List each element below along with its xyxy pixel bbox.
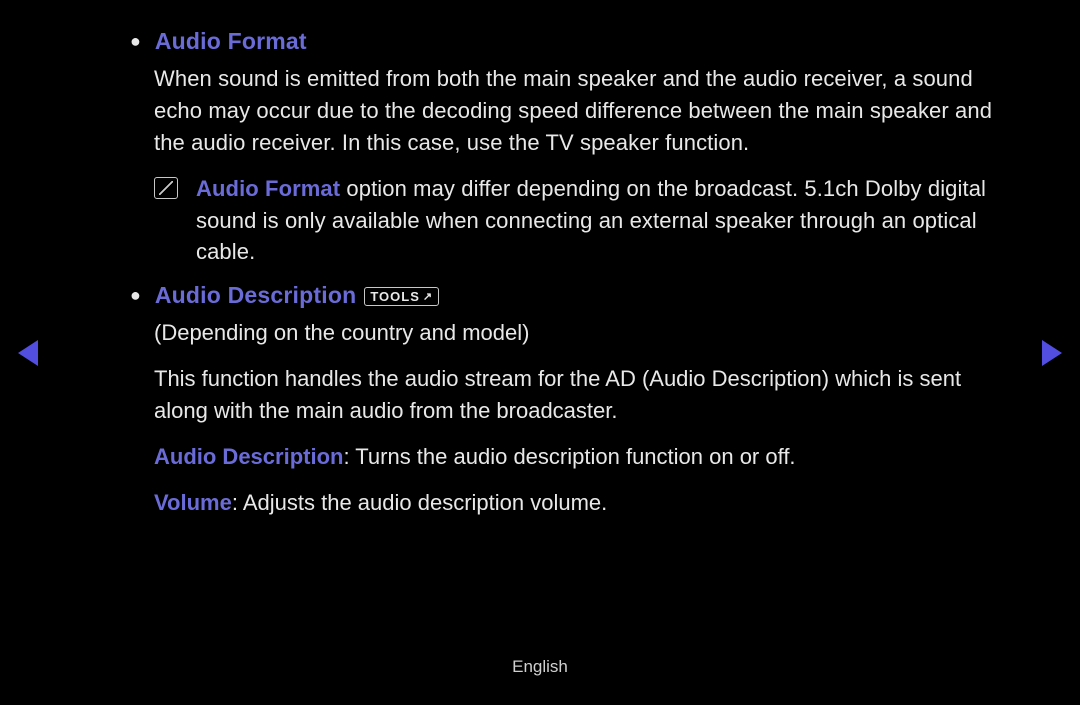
section-header-row: ● Audio Description TOOLS↗ <box>130 282 1000 309</box>
section-title: Audio Description <box>155 282 356 309</box>
setting-label: Volume <box>154 490 232 515</box>
section-header-row: ● Audio Format <box>130 28 1000 55</box>
setting-line: Volume: Adjusts the audio description vo… <box>154 487 1000 519</box>
section-subtitle: (Depending on the country and model) <box>154 317 1000 349</box>
note-icon <box>154 177 178 199</box>
footer-language: English <box>0 657 1080 677</box>
bullet-icon: ● <box>130 286 141 304</box>
page-content: ● Audio Format When sound is emitted fro… <box>130 28 1000 529</box>
section-body: When sound is emitted from both the main… <box>154 63 1000 159</box>
section-title: Audio Format <box>155 28 307 55</box>
note-text: Audio Format option may differ depending… <box>196 173 1000 269</box>
setting-text: : Turns the audio description function o… <box>343 444 795 469</box>
setting-text: : Adjusts the audio description volume. <box>232 490 607 515</box>
section-audio-format: ● Audio Format When sound is emitted fro… <box>130 28 1000 268</box>
note-row: Audio Format option may differ depending… <box>154 173 1000 269</box>
nav-prev-arrow[interactable] <box>18 340 38 366</box>
note-highlight: Audio Format <box>196 176 340 201</box>
section-audio-description: ● Audio Description TOOLS↗ (Depending on… <box>130 282 1000 518</box>
tools-badge-icon: ↗ <box>423 290 433 303</box>
setting-label: Audio Description <box>154 444 343 469</box>
setting-line: Audio Description: Turns the audio descr… <box>154 441 1000 473</box>
section-body: This function handles the audio stream f… <box>154 363 1000 427</box>
tools-badge: TOOLS↗ <box>364 287 439 306</box>
bullet-icon: ● <box>130 32 141 50</box>
nav-next-arrow[interactable] <box>1042 340 1062 366</box>
tools-label: TOOLS <box>370 289 420 304</box>
